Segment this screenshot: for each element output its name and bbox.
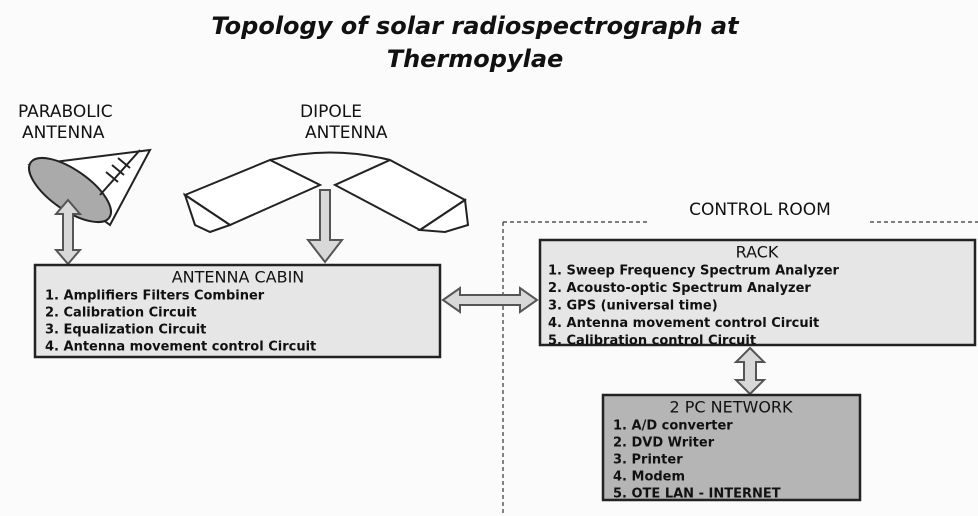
box [538, 238, 977, 347]
title-line: Thermopylae [387, 45, 564, 73]
control-room-label: CONTROL ROOM [689, 200, 831, 220]
arrow [305, 189, 345, 264]
arrow [441, 286, 539, 314]
box-title: RACK [736, 243, 779, 262]
title-line: Topology of solar radiospectrograph at [211, 12, 740, 40]
parabolic-label: PARABOLIC [18, 102, 113, 122]
box-item: 1. Amplifiers Filters Combiner [45, 289, 265, 304]
box [33, 263, 442, 359]
dipole-label: ANTENNA [305, 123, 388, 143]
box-item: 4. Antenna movement control Circuit [548, 316, 819, 331]
box-title: 2 PC NETWORK [669, 398, 793, 417]
box-item: 3. GPS (universal time) [548, 299, 718, 314]
box-item: 4. Antenna movement control Circuit [45, 340, 316, 355]
box-item: 1. Sweep Frequency Spectrum Analyzer [548, 264, 840, 279]
box-item: 5. OTE LAN - INTERNET [613, 487, 781, 502]
box-item: 3. Printer [613, 453, 683, 468]
box-title: ANTENNA CABIN [172, 268, 305, 287]
box-item: 2. Calibration Circuit [45, 306, 197, 321]
parabolic-antenna [27, 148, 152, 227]
box-item: 5. Calibration control Circuit [548, 334, 756, 349]
control-room-boundary [502, 221, 978, 516]
box-item: 2. Acousto-optic Spectrum Analyzer [548, 281, 811, 296]
dipole-label: DIPOLE [300, 102, 362, 122]
box-item: 1. A/D converter [613, 419, 733, 434]
box [601, 393, 862, 502]
parabolic-label: ANTENNA [22, 123, 105, 143]
box-item: 2. DVD Writer [613, 436, 715, 451]
box-item: 3. Equalization Circuit [45, 323, 206, 338]
box-item: 4. Modem [613, 470, 685, 485]
dipole-antenna [182, 151, 470, 234]
